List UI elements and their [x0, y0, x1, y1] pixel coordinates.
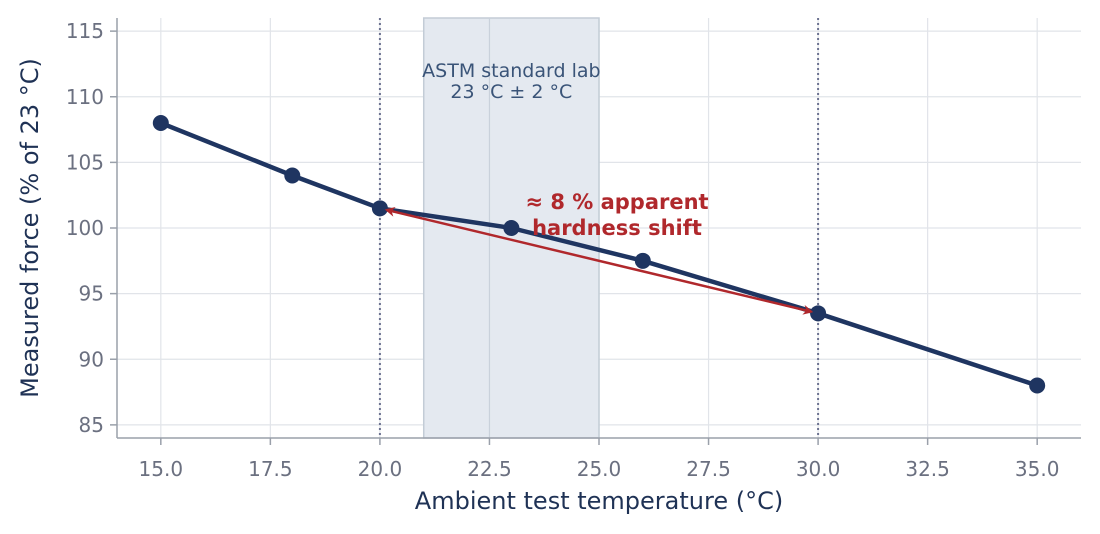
- x-tick-label: 32.5: [905, 457, 950, 481]
- data-point: [503, 220, 520, 236]
- data-point: [284, 167, 301, 184]
- shift-arrow: [384, 206, 814, 315]
- band-label-line1: ASTM standard lab: [422, 60, 600, 82]
- x-tick-label: 30.0: [796, 457, 841, 481]
- y-tick-label: 105: [66, 150, 104, 174]
- data-point: [634, 252, 651, 269]
- data-point: [371, 200, 388, 217]
- y-tick-label: 85: [79, 413, 104, 437]
- y-tick-label: 115: [66, 19, 104, 43]
- x-tick-label: 15.0: [139, 457, 184, 481]
- x-tick-label: 25.0: [577, 457, 622, 481]
- x-axis-title: Ambient test temperature (°C): [415, 487, 783, 515]
- data-point: [1029, 377, 1046, 394]
- y-tick-label: 110: [66, 85, 104, 109]
- y-tick-label: 90: [79, 347, 104, 371]
- data-point: [810, 305, 827, 322]
- x-tick-label: 22.5: [467, 457, 512, 481]
- shift-label-line1: ≈ 8 % apparent: [525, 190, 708, 214]
- x-tick-label: 35.0: [1015, 457, 1060, 481]
- y-tick-label: 95: [79, 282, 104, 306]
- x-tick-label: 27.5: [686, 457, 731, 481]
- y-axis-title: Measured force (% of 23 °C): [16, 58, 44, 398]
- x-ticks: 15.0 17.5 20.0 22.5 25.0 27.5 30.0 32.5 35.0: [139, 438, 1060, 481]
- x-tick-label: 20.0: [358, 457, 403, 481]
- y-ticks: 85 90 95 100 105 110 115: [66, 19, 117, 437]
- shift-label-line2: hardness shift: [532, 216, 702, 240]
- band-label-line2: 23 °C ± 2 °C: [450, 81, 572, 103]
- reference-lines: [378, 18, 820, 438]
- y-tick-label: 100: [66, 216, 104, 240]
- x-tick-label: 17.5: [248, 457, 293, 481]
- data-point: [152, 115, 169, 131]
